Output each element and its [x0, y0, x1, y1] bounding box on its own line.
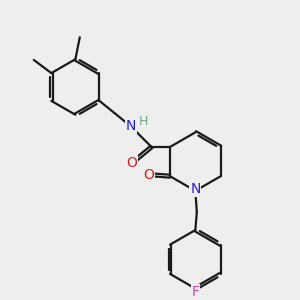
Text: O: O	[126, 156, 137, 170]
Text: N: N	[126, 119, 136, 134]
Text: H: H	[139, 115, 148, 128]
Text: F: F	[191, 285, 199, 299]
Text: O: O	[143, 168, 154, 182]
Text: N: N	[190, 182, 200, 197]
